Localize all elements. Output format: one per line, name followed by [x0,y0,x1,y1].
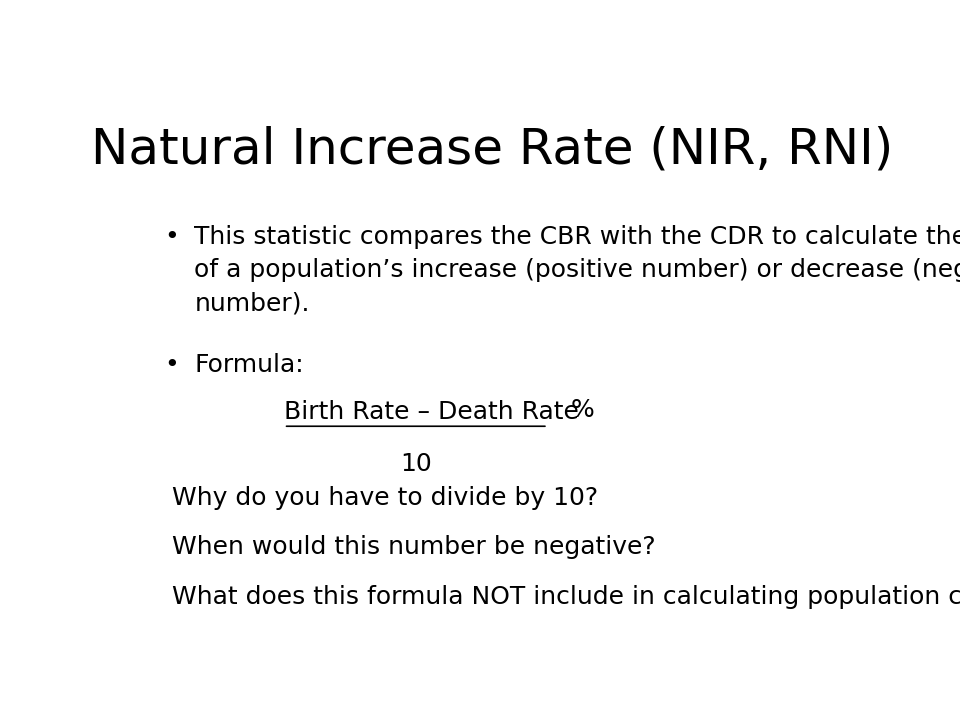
Text: 10: 10 [400,452,432,477]
Text: •: • [165,225,180,249]
Text: •: • [165,353,180,377]
Text: Formula:: Formula: [194,353,304,377]
Text: This statistic compares the CBR with the CDR to calculate the rate
of a populati: This statistic compares the CBR with the… [194,225,960,316]
Text: When would this number be negative?: When would this number be negative? [172,536,656,559]
Text: What does this formula NOT include in calculating population change?: What does this formula NOT include in ca… [172,585,960,609]
Text: Birth Rate – Death Rate: Birth Rate – Death Rate [284,400,579,423]
Text: Natural Increase Rate (NIR, RNI): Natural Increase Rate (NIR, RNI) [91,125,893,174]
Text: Why do you have to divide by 10?: Why do you have to divide by 10? [172,485,598,510]
Text: %: % [555,397,595,422]
